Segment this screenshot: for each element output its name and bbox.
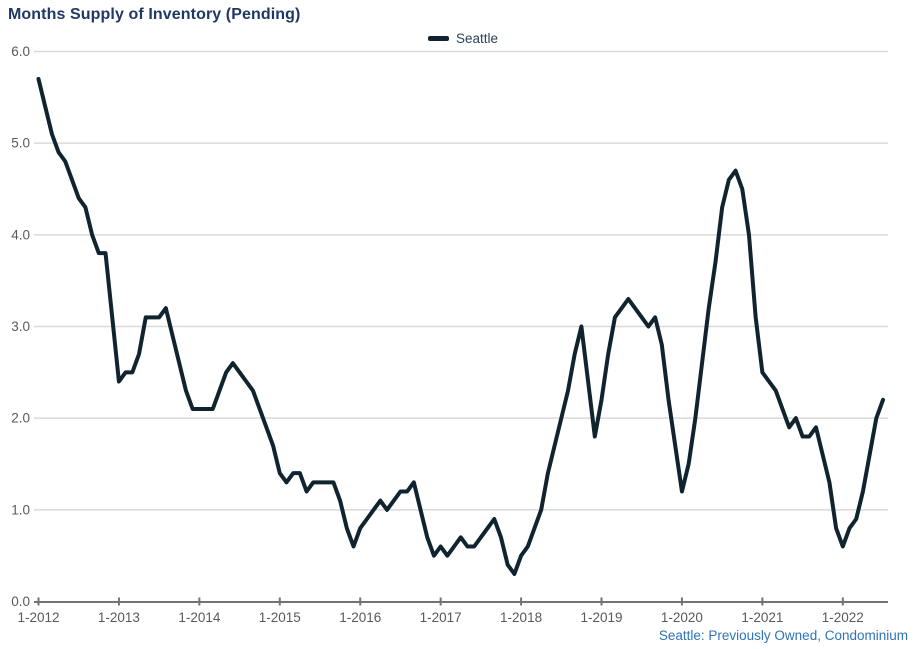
y-axis-label: 4.0 xyxy=(11,227,30,242)
y-axis-label: 0.0 xyxy=(11,594,30,609)
x-axis-labels: 1-2012 1-2013 1-2014 1-2015 1-2016 1-2017 1-20… xyxy=(17,610,863,625)
y-axis-label: 1.0 xyxy=(11,502,30,517)
legend-series-label: Seattle xyxy=(456,31,499,46)
y-axis-label: 5.0 xyxy=(11,136,30,151)
legend: Seattle xyxy=(428,31,498,46)
y-axis-label: 6.0 xyxy=(11,44,30,59)
y-axis-label: 3.0 xyxy=(11,319,30,334)
chart-title: Months Supply of Inventory (Pending) xyxy=(8,6,301,23)
y-axis-label: 2.0 xyxy=(11,411,30,426)
x-axis-label: 1-2013 xyxy=(98,610,140,625)
source-note: Seattle: Previously Owned, Condominium xyxy=(658,628,908,643)
x-axis-label: 1-2022 xyxy=(822,610,864,625)
gridline-group xyxy=(34,50,888,511)
x-axis-label: 1-2017 xyxy=(420,610,462,625)
x-axis-label: 1-2020 xyxy=(661,610,703,625)
x-axis-label: 1-2012 xyxy=(17,610,59,625)
seattle-series-line xyxy=(36,77,886,576)
x-axis xyxy=(34,597,888,606)
y-axis-labels: 6.0 5.0 4.0 3.0 2.0 1.0 0.0 xyxy=(11,44,30,609)
x-axis-label: 1-2019 xyxy=(580,610,622,625)
x-axis-label: 1-2015 xyxy=(259,610,301,625)
x-axis-label: 1-2018 xyxy=(500,610,542,625)
x-axis-label: 1-2016 xyxy=(339,610,381,625)
x-axis-label: 1-2021 xyxy=(741,610,783,625)
x-axis-label: 1-2014 xyxy=(178,610,221,625)
legend-line-swatch xyxy=(428,36,449,41)
